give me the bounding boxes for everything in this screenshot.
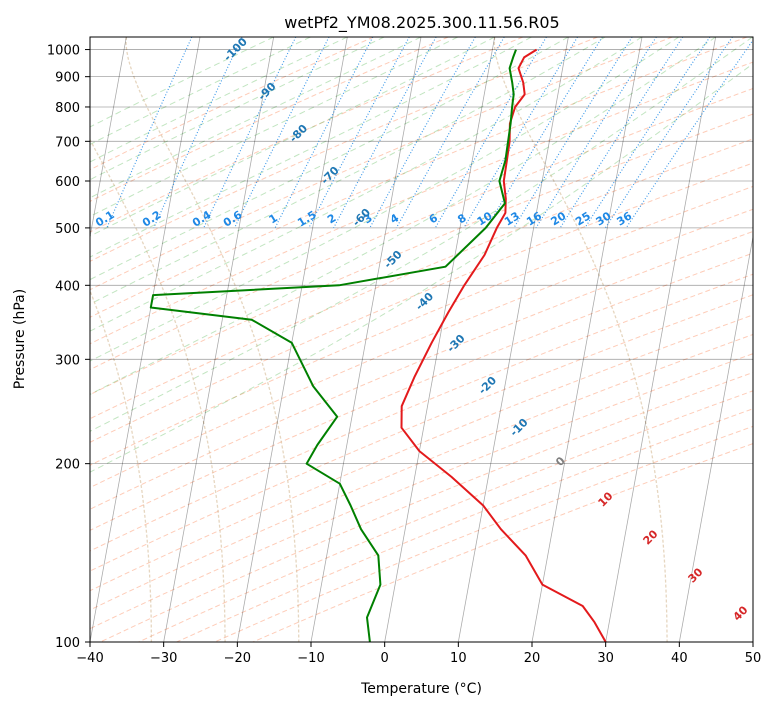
moist-adiabat xyxy=(90,37,495,237)
mixing-ratio-line xyxy=(604,37,733,229)
moist-adiabat xyxy=(90,37,643,332)
x-axis: −40 −30 −20 −10 0 10 20 30 40 50 xyxy=(76,642,761,666)
extra-curve xyxy=(493,37,668,642)
mixing-ratio-line xyxy=(434,37,547,229)
isotherm xyxy=(90,37,201,642)
x-tick-label: 40 xyxy=(671,651,688,666)
isotherm xyxy=(678,234,753,642)
isotherm xyxy=(384,37,496,642)
extra-curve xyxy=(90,138,226,642)
moist-adiabat xyxy=(90,37,716,395)
isotherm xyxy=(310,37,422,642)
profile-series xyxy=(149,48,607,642)
mixing-ratio-lines xyxy=(106,37,753,229)
y-tick-label: 100 xyxy=(55,636,80,651)
isotherm xyxy=(236,37,348,642)
isotherm xyxy=(457,37,569,642)
dry-adiabat xyxy=(90,294,753,572)
y-tick-label: 300 xyxy=(55,353,80,368)
dry-adiabat xyxy=(90,37,598,262)
mixing-ratio-line xyxy=(274,37,374,229)
dry-adiabat xyxy=(90,273,753,552)
isotherm xyxy=(605,37,717,642)
mixing-ratio-line xyxy=(234,37,330,229)
y-tick-label: 600 xyxy=(55,175,80,190)
mixing-ratio-line xyxy=(153,37,243,229)
y-tick-label: 1000 xyxy=(47,44,80,59)
dewpoint-line xyxy=(149,49,517,642)
extra-curve xyxy=(90,289,153,642)
y-tick-label: 800 xyxy=(55,101,80,116)
x-tick-label: 10 xyxy=(450,651,467,666)
temperature-line xyxy=(400,48,607,642)
x-axis-label: Temperature (°C) xyxy=(360,681,482,697)
adiabat-background xyxy=(90,37,753,642)
dry-adiabat xyxy=(90,37,673,291)
dry-adiabat xyxy=(90,252,753,531)
y-axis: 1000 900 800 700 600 500 400 300 200 100 xyxy=(47,44,90,651)
moist-adiabat xyxy=(90,37,680,362)
dry-adiabat xyxy=(90,208,753,489)
mixing-ratio-line xyxy=(395,37,505,229)
dry-adiabat xyxy=(90,113,753,396)
extra-curve xyxy=(125,37,300,642)
mixing-ratio-line xyxy=(369,37,476,229)
x-tick-label: −10 xyxy=(297,651,324,666)
x-tick-label: −20 xyxy=(224,651,251,666)
moist-adiabat xyxy=(90,63,753,473)
pressure-grid xyxy=(90,37,753,642)
mixing-ratio-line xyxy=(535,37,657,229)
dry-adiabat xyxy=(90,37,748,318)
dry-adiabat xyxy=(90,138,753,420)
moist-adiabat xyxy=(90,37,606,305)
y-tick-label: 700 xyxy=(55,135,80,150)
plot-frame xyxy=(89,36,754,643)
dry-adiabat xyxy=(90,230,753,510)
isotherm xyxy=(163,37,275,642)
mixing-ratio-line xyxy=(486,37,603,229)
dry-adiabat xyxy=(90,61,753,345)
mixing-ratio-line xyxy=(513,37,633,229)
moist-adiabat xyxy=(90,37,422,199)
isotherm xyxy=(90,37,127,240)
x-tick-label: −30 xyxy=(150,651,177,666)
x-tick-label: 50 xyxy=(745,651,762,666)
mixing-ratio-line xyxy=(584,37,711,229)
y-tick-label: 500 xyxy=(55,222,80,237)
mixing-ratio-line xyxy=(559,37,684,229)
y-tick-label: 400 xyxy=(55,279,80,294)
y-axis-label: Pressure (hPa) xyxy=(12,289,28,389)
x-tick-label: 0 xyxy=(381,651,389,666)
y-tick-label: 900 xyxy=(55,71,80,86)
isotherm xyxy=(531,37,643,642)
x-tick-label: −40 xyxy=(76,651,103,666)
x-tick-label: 20 xyxy=(524,651,541,666)
x-tick-label: 30 xyxy=(597,651,614,666)
mixing-ratio-line xyxy=(463,37,578,229)
moist-adiabat xyxy=(90,37,753,432)
chart-title: wetPf2_YM08.2025.300.11.56.R05 xyxy=(284,13,559,33)
moist-adiabat xyxy=(90,37,459,218)
dry-adiabat xyxy=(90,37,449,202)
y-tick-label: 200 xyxy=(55,458,80,473)
dry-adiabat xyxy=(90,185,753,466)
